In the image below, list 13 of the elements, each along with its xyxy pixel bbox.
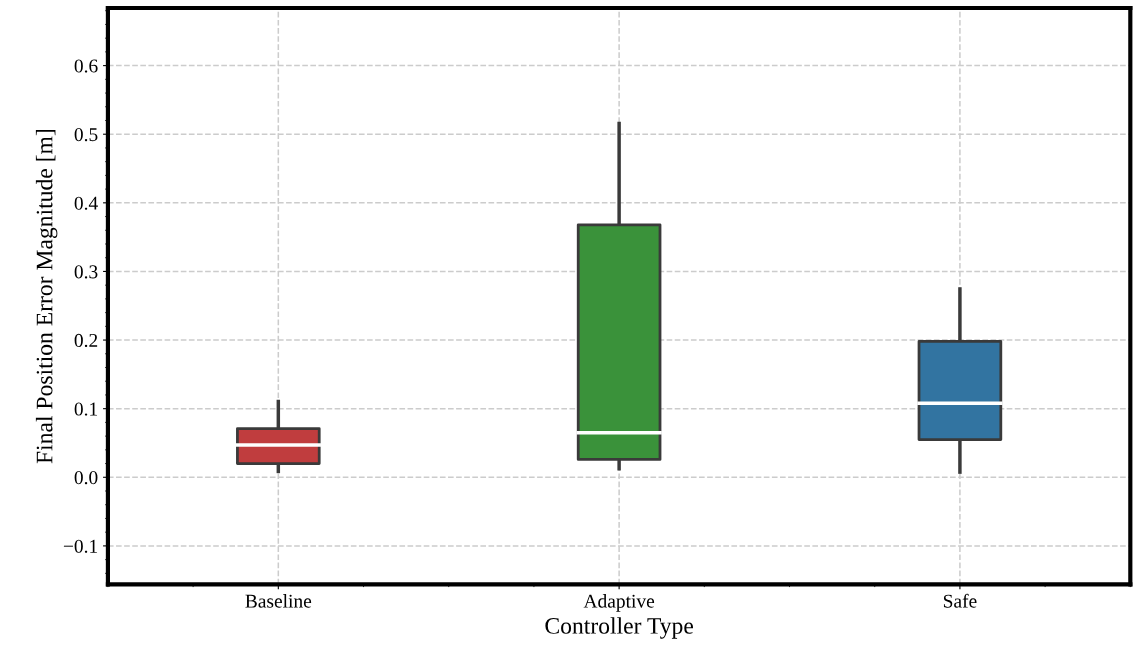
x-tick-label: Baseline	[245, 594, 312, 608]
y-tick-label: 0.6	[74, 59, 98, 73]
y-tick-label: 0.4	[74, 196, 98, 210]
y-axis-title: Final Position Error Magnitude [m]	[35, 130, 58, 464]
x-axis-title: Controller Type	[545, 617, 693, 639]
y-tick-label: 0.1	[74, 402, 98, 416]
y-tick-label: 0.0	[74, 471, 98, 485]
x-tick-label: Adaptive	[583, 594, 655, 612]
y-tick-label: 0.2	[74, 333, 98, 348]
y-tick-label: −0.1	[63, 539, 98, 553]
y-tick-label: 0.3	[74, 265, 98, 279]
y-tick-label: 0.5	[74, 128, 98, 142]
x-tick-label: Safe	[943, 593, 977, 608]
